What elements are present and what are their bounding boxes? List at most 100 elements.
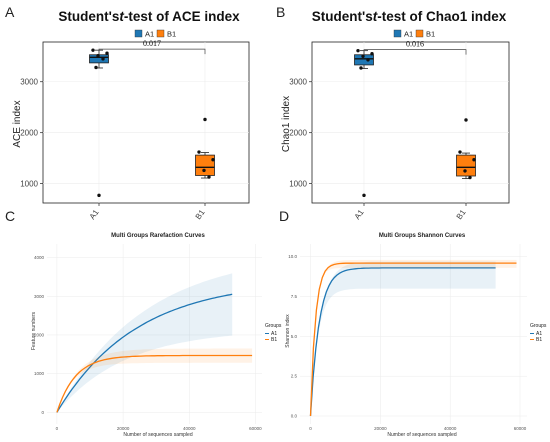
- legend-swatch-a1: [393, 29, 402, 38]
- box-b1: [195, 154, 215, 176]
- legend-swatch-b1: [415, 29, 424, 38]
- outlier-point: [464, 118, 468, 122]
- y-tick-label: 3000: [289, 78, 307, 87]
- x-tick-label: B1: [455, 208, 468, 222]
- legend-label: B1: [167, 30, 176, 39]
- chao1-boxplot-panel: Student'st-test of Chao1 index A1 B1 100…: [281, 9, 510, 222]
- significance-bracket: [98, 48, 206, 55]
- legend-label: B1: [536, 337, 542, 343]
- curve-b1: [56, 354, 253, 413]
- data-point: [359, 66, 363, 70]
- x-axis-label: Number of sequences sampled: [123, 432, 192, 438]
- significance-bracket: [363, 49, 467, 55]
- chart-title: Student'st-test of Chao1 index: [312, 9, 507, 24]
- x-tick-label: A1: [353, 208, 366, 222]
- data-point: [370, 52, 374, 56]
- plot-background: [47, 244, 262, 424]
- legend-label: B1: [426, 30, 435, 39]
- curve-b1: [309, 262, 517, 417]
- data-point: [207, 175, 211, 179]
- panel-letter-d: D: [279, 208, 289, 224]
- y-axis-label: Shannon index: [285, 314, 291, 348]
- x-tick-label: B1: [194, 208, 207, 222]
- box-b1: [456, 154, 476, 177]
- legend-title: Groups: [530, 323, 547, 329]
- y-axis-label: Feature numbers: [31, 311, 37, 350]
- plot-frame: [42, 41, 250, 204]
- x-tick-label: 20000: [374, 426, 387, 431]
- y-axis-label: Chao1 index: [281, 96, 292, 152]
- chart-title: Multi Groups Rarefaction Curves: [111, 233, 205, 239]
- data-point: [94, 65, 98, 70]
- x-tick-label: 40000: [444, 426, 457, 431]
- confidence-band-a1: [310, 261, 496, 416]
- data-point: [356, 48, 360, 53]
- box-a1: [354, 54, 374, 66]
- y-tick-label: 2.5: [291, 374, 298, 379]
- y-tick-label: 5.0: [291, 334, 298, 339]
- y-tick-label: 1000: [34, 371, 45, 376]
- plot-frame: [311, 41, 510, 204]
- x-tick-label: 60000: [514, 426, 527, 431]
- y-tick-label: 10.0: [288, 254, 297, 259]
- x-tick-label: 20000: [117, 426, 130, 431]
- y-tick-label: 0.0: [291, 414, 298, 419]
- data-point: [468, 175, 472, 180]
- confidence-band-a1: [56, 273, 233, 413]
- data-point: [105, 51, 109, 55]
- p-value-label: 0.017: [143, 39, 161, 48]
- chart-legend: Groups A1 B1: [530, 323, 547, 343]
- y-tick-label: 2000: [289, 129, 307, 138]
- legend-swatch-a1: [134, 29, 143, 38]
- y-axis-label: ACE index: [12, 100, 23, 147]
- chart-title: Student'st-test of ACE index: [58, 9, 240, 24]
- x-tick-label: A1: [88, 208, 101, 222]
- legend-label: A1: [536, 331, 542, 337]
- legend-label: A1: [271, 331, 277, 337]
- data-point: [458, 150, 462, 154]
- x-tick-label: 60000: [249, 426, 262, 431]
- p-value-label: 0.016: [406, 40, 424, 49]
- panel-letter-a: A: [5, 4, 15, 20]
- y-tick-label: 1000: [289, 180, 307, 189]
- data-point: [91, 48, 95, 52]
- y-tick-label: 0: [41, 410, 44, 415]
- panel-letter-c: C: [5, 208, 15, 224]
- outlier-point: [97, 193, 101, 198]
- data-point: [472, 157, 476, 162]
- chart-legend: A1 B1: [134, 29, 176, 39]
- curve-a1: [56, 293, 233, 413]
- x-tick-label: 40000: [183, 426, 196, 431]
- legend-label: B1: [271, 337, 277, 343]
- chart-legend: A1 B1: [393, 29, 435, 39]
- data-point: [366, 58, 370, 62]
- legend-title: Groups: [265, 323, 282, 329]
- data-point: [197, 150, 201, 154]
- legend-label: A1: [145, 30, 154, 39]
- data-point: [361, 54, 365, 58]
- x-axis-label: Number of sequences sampled: [387, 432, 456, 438]
- outlier-point: [203, 117, 207, 122]
- rarefaction-panel: Multi Groups Rarefaction Curves 0 1000 200…: [31, 233, 282, 438]
- y-tick-label: 4000: [34, 255, 45, 260]
- chart-legend: Groups A1 B1: [265, 323, 282, 343]
- shannon-panel: Multi Groups Shannon Curves 0.0 2.5 5.0 7.5…: [285, 233, 547, 438]
- data-point: [463, 169, 467, 173]
- y-tick-label: 2000: [20, 129, 38, 138]
- confidence-band-b1: [56, 348, 253, 413]
- y-tick-label: 3000: [20, 78, 38, 87]
- y-tick-label: 1000: [20, 180, 38, 189]
- y-tick-label: 3000: [34, 294, 45, 299]
- data-point: [101, 57, 105, 61]
- y-tick-label: 2000: [34, 332, 45, 337]
- panel-letter-b: B: [276, 4, 285, 20]
- curve-a1: [309, 267, 496, 417]
- outlier-point: [362, 193, 366, 198]
- x-tick-label: 0: [56, 426, 59, 431]
- legend-swatch-b1: [156, 29, 165, 38]
- legend-label: A1: [404, 30, 413, 39]
- ace-boxplot-panel: Student'st-test of ACE index A1 B1 1000 2…: [12, 9, 250, 222]
- x-tick-label: 0: [309, 426, 312, 431]
- data-point: [202, 168, 206, 173]
